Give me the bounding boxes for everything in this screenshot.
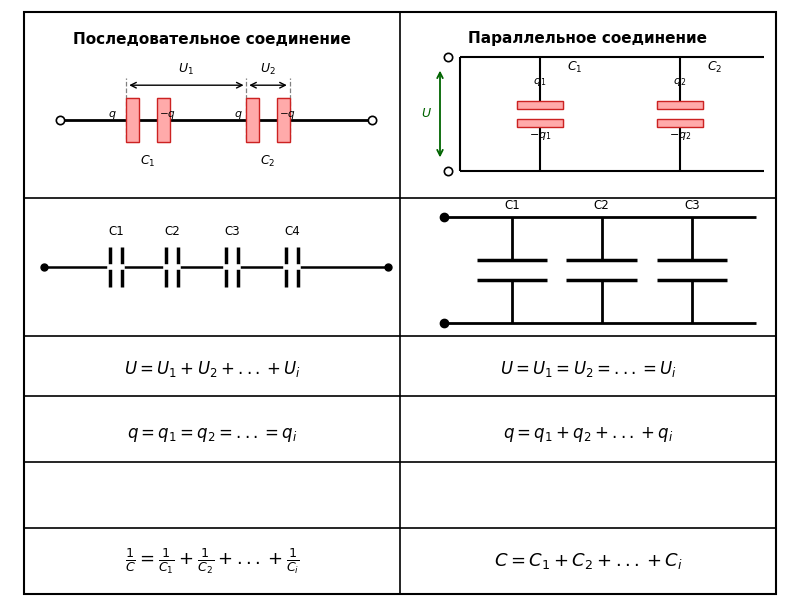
- Text: Последовательное соединение: Последовательное соединение: [73, 31, 351, 46]
- Bar: [657, 101, 703, 109]
- Text: $U_1$: $U_1$: [178, 62, 194, 77]
- Text: C3: C3: [684, 199, 700, 212]
- Bar: [517, 119, 563, 127]
- Text: $q$: $q$: [108, 109, 117, 121]
- Text: $q = q_1 = q_2 = ... = q_i$: $q = q_1 = q_2 = ... = q_i$: [127, 426, 297, 444]
- Bar: [657, 119, 703, 127]
- Text: $-q$: $-q$: [279, 109, 296, 121]
- Bar: [246, 98, 259, 142]
- Bar: [517, 101, 563, 109]
- Text: $C_2$: $C_2$: [260, 154, 276, 169]
- Text: C1: C1: [504, 199, 520, 212]
- Text: $-q_1$: $-q_1$: [529, 130, 551, 142]
- Text: C2: C2: [164, 225, 180, 238]
- Bar: [126, 98, 139, 142]
- Text: $\frac{1}{C} = \frac{1}{C_1} + \frac{1}{C_2} + ... + \frac{1}{C_i}$: $\frac{1}{C} = \frac{1}{C_1} + \frac{1}{…: [125, 546, 299, 576]
- Text: $U = U_1 + U_2 + ... + U_i$: $U = U_1 + U_2 + ... + U_i$: [123, 359, 301, 379]
- Text: C4: C4: [284, 225, 300, 238]
- Text: C3: C3: [224, 225, 240, 238]
- Text: $q_1$: $q_1$: [534, 76, 546, 88]
- Text: $C_1$: $C_1$: [140, 154, 156, 169]
- Text: C1: C1: [108, 225, 124, 238]
- Text: $U = U_1 = U_2 = ... = U_i$: $U = U_1 = U_2 = ... = U_i$: [499, 359, 677, 379]
- Text: $U$: $U$: [421, 107, 432, 121]
- Text: $q = q_1 + q_2 + ... + q_i$: $q = q_1 + q_2 + ... + q_i$: [503, 425, 673, 445]
- Bar: [157, 98, 170, 142]
- Text: C2: C2: [594, 199, 610, 212]
- Text: Параллельное соединение: Параллельное соединение: [469, 31, 707, 46]
- Text: $C = C_1 + C_2 + ... + C_i$: $C = C_1 + C_2 + ... + C_i$: [494, 551, 682, 571]
- Text: $C_1$: $C_1$: [567, 60, 582, 75]
- Text: $-q_2$: $-q_2$: [669, 130, 691, 142]
- Text: $q$: $q$: [234, 109, 242, 121]
- Bar: [277, 98, 290, 142]
- Text: $-q$: $-q$: [159, 109, 176, 121]
- Text: $q_2$: $q_2$: [674, 76, 686, 88]
- Text: $C_2$: $C_2$: [707, 60, 722, 75]
- Text: $U_2$: $U_2$: [260, 62, 276, 77]
